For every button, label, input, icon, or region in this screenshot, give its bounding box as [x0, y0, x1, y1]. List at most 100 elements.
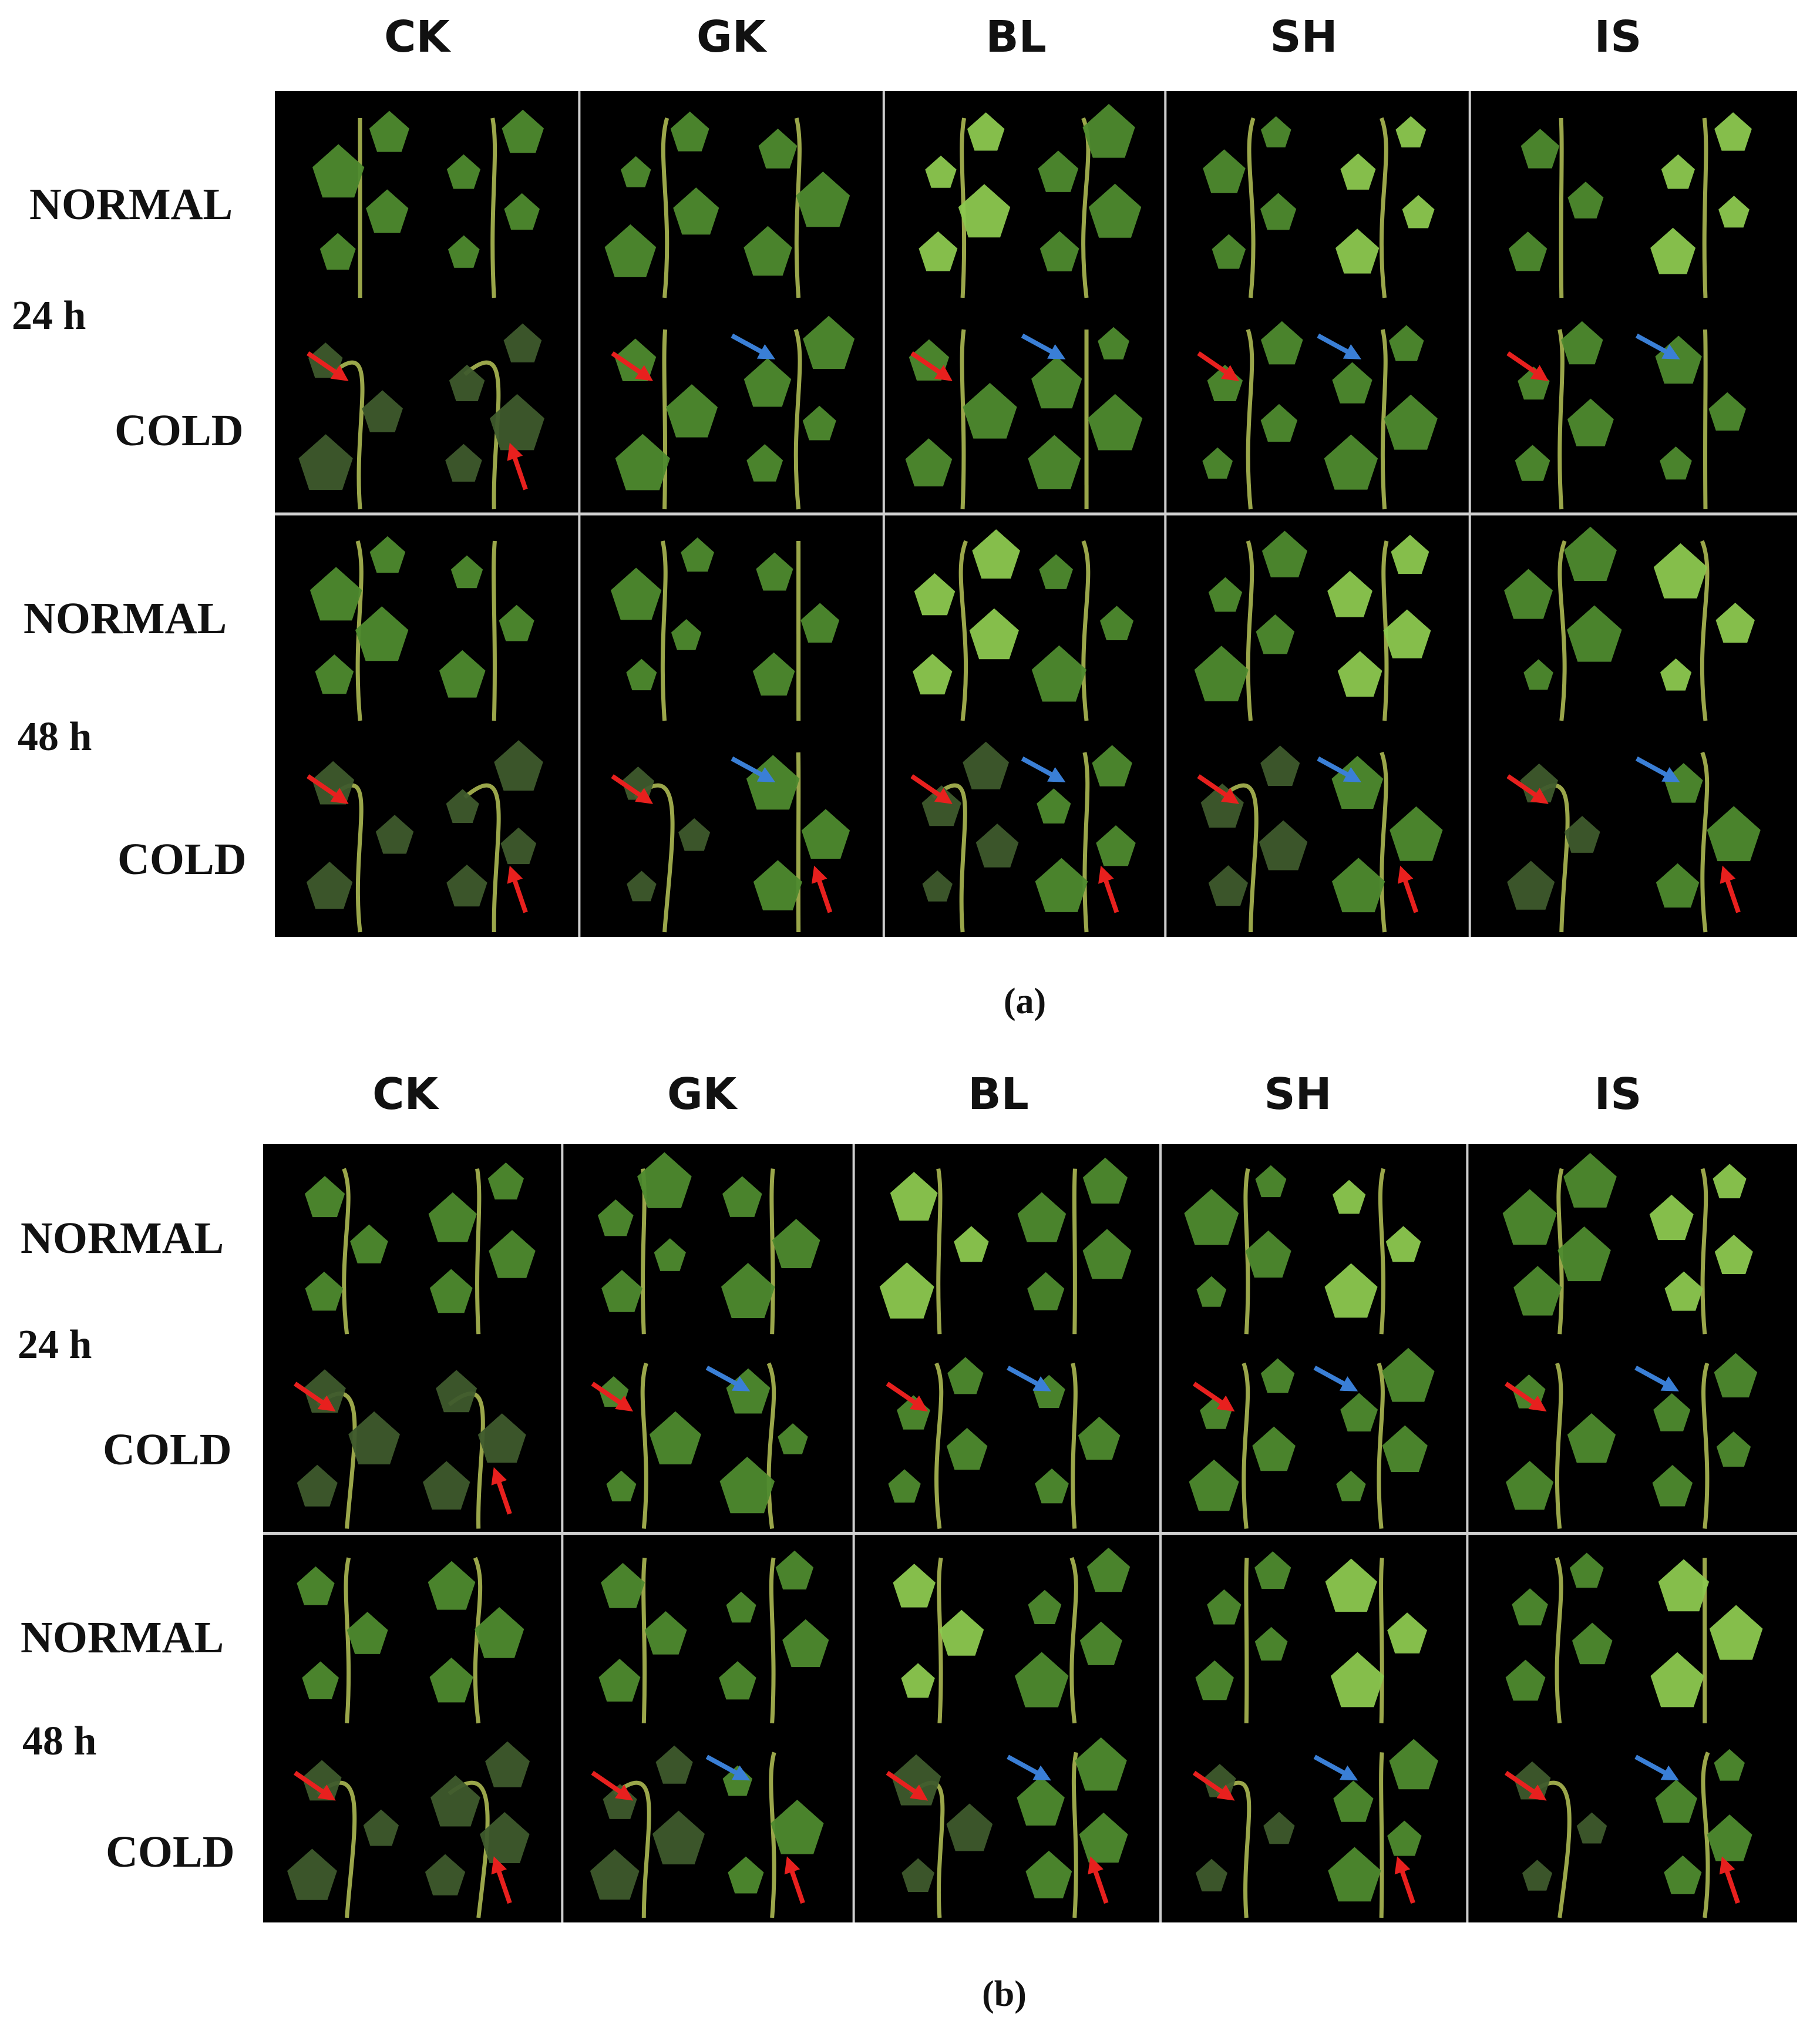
plant-leaf	[590, 1849, 640, 1900]
plant-leaf	[1260, 193, 1297, 230]
plant-photo-cell	[297, 1557, 524, 1724]
plant-leaf	[1557, 1226, 1611, 1282]
plant-stem	[344, 1557, 351, 1724]
plant-leaf	[1391, 535, 1429, 574]
photo-grid	[263, 1144, 1797, 1922]
damage-arrow	[1720, 865, 1741, 913]
damage-arrow	[294, 1381, 336, 1412]
plant-leaf	[1195, 1858, 1227, 1892]
plant-stem	[960, 117, 967, 298]
recovery-arrow	[1007, 1754, 1051, 1781]
panel-caption: (b)	[982, 1974, 1027, 2014]
plant-leaf	[1714, 1749, 1745, 1781]
plant-leaf	[1260, 116, 1291, 147]
plant-leaf	[719, 1661, 756, 1700]
plant-leaf	[1260, 745, 1300, 786]
plant-leaf	[1513, 1761, 1551, 1800]
column-label-is: IS	[1594, 12, 1642, 62]
plant-stem	[1247, 117, 1256, 298]
plant-leaf	[1255, 1165, 1287, 1198]
plant-leaf	[744, 226, 792, 276]
plant-stem	[661, 117, 670, 298]
plant-photo-cell	[905, 327, 1143, 510]
plant-leaf	[1254, 1551, 1291, 1589]
plant-leaf	[439, 650, 486, 698]
recovery-arrow	[1313, 1365, 1358, 1391]
plant-leaf	[975, 823, 1019, 868]
plant-leaf	[621, 767, 655, 800]
plant-stem	[1071, 1752, 1078, 1918]
plant-leaf	[649, 1411, 701, 1465]
plant-leaf	[671, 619, 702, 650]
damage-arrow	[1192, 1770, 1235, 1801]
plant-stem	[1242, 1362, 1250, 1529]
plant-leaf	[796, 172, 850, 227]
plant-stem	[448, 1780, 490, 1918]
plant-leaf	[1099, 606, 1134, 641]
plant-photo-cell	[306, 740, 543, 933]
plant-leaf	[1388, 325, 1424, 361]
plant-stem	[641, 1557, 647, 1723]
damage-arrow	[507, 865, 528, 913]
damage-arrow	[1394, 1856, 1415, 1904]
plant-leaf	[1212, 234, 1246, 269]
plant-leaf	[721, 1263, 775, 1319]
plant-leaf	[665, 384, 718, 438]
plant-leaf	[312, 761, 355, 805]
plant-photo-cell	[287, 1741, 530, 1918]
plant-leaf	[972, 529, 1020, 579]
plant-leaf	[309, 567, 362, 621]
damage-arrow	[591, 1770, 634, 1801]
damage-arrow	[1088, 1856, 1109, 1904]
plant-photo-cell	[604, 111, 850, 298]
plant-leaf	[1564, 526, 1617, 581]
plant-leaf	[494, 740, 543, 791]
damage-arrow	[294, 1770, 336, 1801]
plant-leaf	[1337, 651, 1382, 697]
plant-leaf	[1027, 1272, 1065, 1310]
plant-stem	[934, 1362, 944, 1529]
plant-leaf	[1520, 129, 1560, 169]
row-label-normal-48h: NORMAL	[21, 1613, 224, 1662]
damage-arrow	[1506, 774, 1549, 804]
plant-leaf	[302, 1661, 339, 1699]
plant-leaf	[1092, 745, 1132, 786]
plant-leaf	[1331, 755, 1384, 809]
time-label-24h: 24 h	[12, 293, 86, 338]
plant-leaf	[297, 1464, 338, 1507]
plant-leaf	[305, 1271, 344, 1311]
damage-arrow	[591, 1381, 634, 1412]
plant-leaf	[1718, 196, 1750, 228]
damage-arrow	[307, 351, 349, 381]
plant-leaf	[499, 604, 534, 641]
plant-leaf	[1028, 435, 1081, 489]
plant-leaf	[597, 1199, 634, 1236]
plant-leaf	[490, 394, 544, 451]
plant-leaf	[1037, 788, 1071, 823]
plant-leaf	[1709, 1605, 1763, 1660]
plant-leaf	[746, 755, 800, 810]
plant-photo-cell	[1508, 112, 1752, 298]
plant-leaf	[445, 443, 482, 482]
plant-stem	[1701, 1752, 1710, 1918]
plant-leaf	[1039, 231, 1079, 271]
plant-leaf	[601, 1562, 645, 1608]
plant-leaf	[655, 1745, 693, 1784]
plant-leaf	[350, 1224, 388, 1263]
damage-arrow	[886, 1381, 928, 1412]
plant-stem	[342, 1168, 351, 1335]
plant-stem	[1379, 1752, 1384, 1918]
plant-leaf	[504, 193, 540, 230]
plant-leaf	[800, 603, 840, 643]
plant-leaf	[626, 658, 657, 691]
plant-stem	[769, 1168, 775, 1335]
plant-photo-cell	[1197, 745, 1443, 933]
plant-photo-cell	[1195, 1551, 1427, 1723]
plant-leaf	[1082, 1229, 1132, 1279]
plant-leaf	[772, 1219, 820, 1268]
row-label-cold-48h: COLD	[117, 835, 247, 884]
plant-stem	[1072, 1168, 1077, 1335]
plant-photo-cell	[610, 537, 840, 721]
plant-stem	[1557, 329, 1565, 510]
plant-leaf	[606, 1470, 637, 1502]
